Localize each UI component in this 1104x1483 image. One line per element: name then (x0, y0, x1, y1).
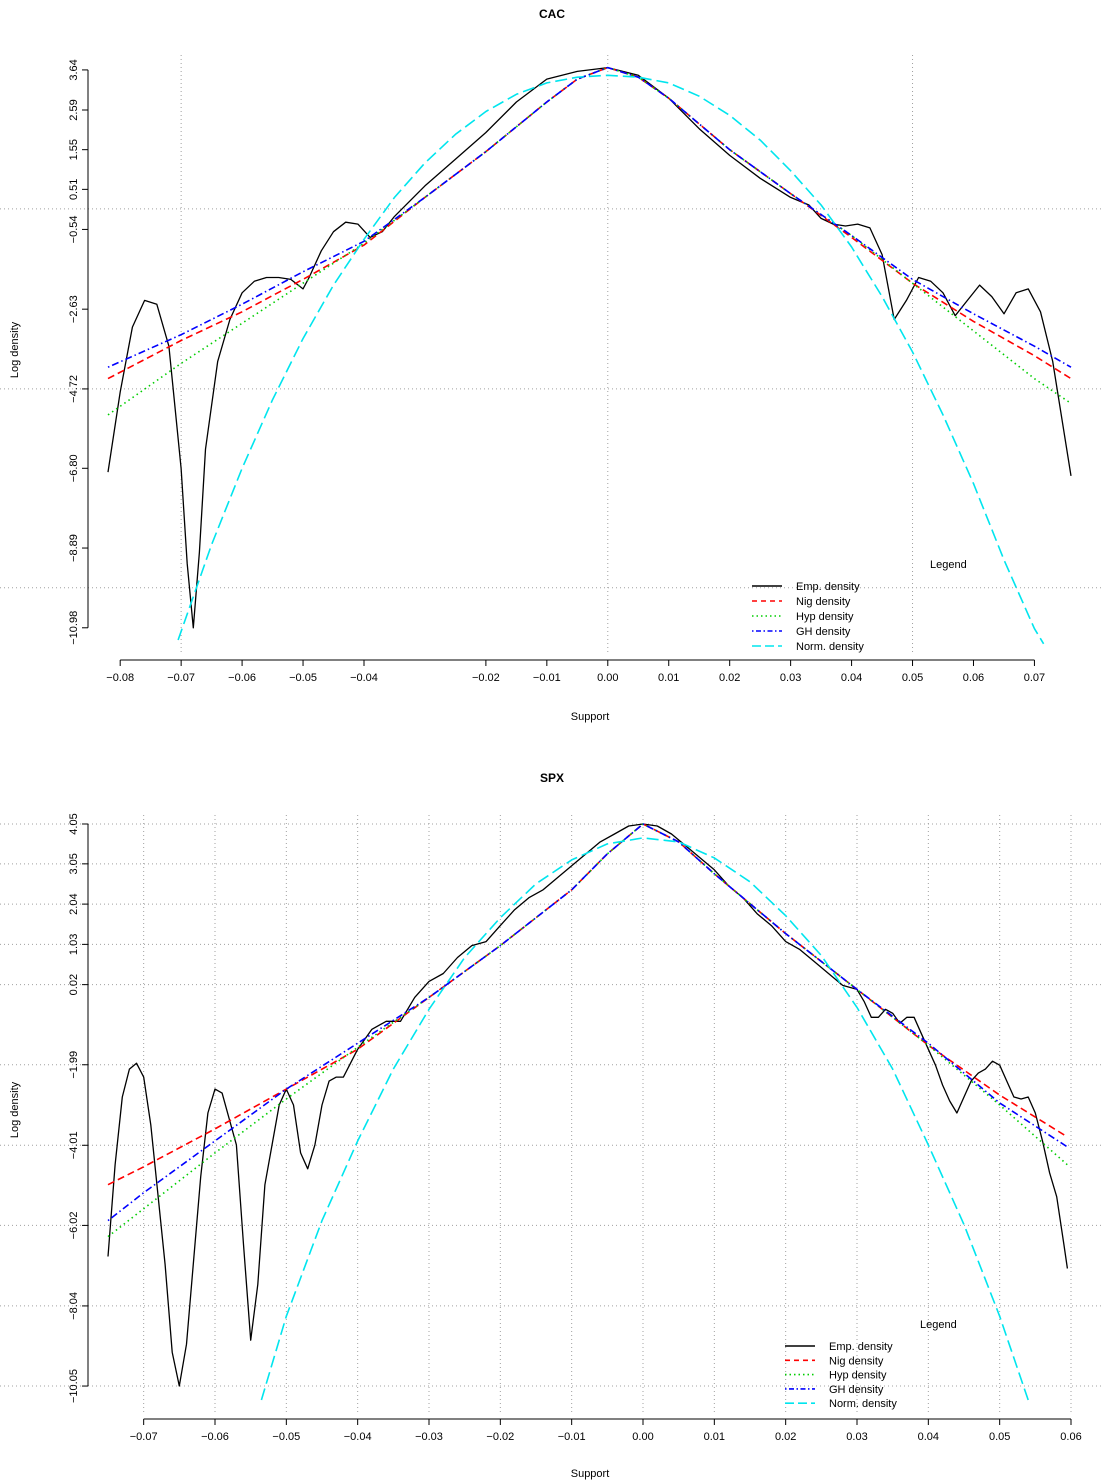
chart-title: SPX (540, 771, 564, 785)
x-tick-label: 0.04 (918, 1431, 939, 1443)
chart-title: CAC (539, 7, 565, 21)
x-tick-label: 0.03 (780, 672, 801, 684)
y-tick-label: 1.55 (68, 139, 80, 160)
x-tick-label: −0.01 (533, 672, 561, 684)
x-tick-label: 0.02 (719, 672, 740, 684)
y-tick-label: 4.05 (68, 813, 80, 834)
legend-entry: Nig density (829, 1355, 884, 1367)
legend: Legend Emp. density Nig density Hyp density… (752, 559, 967, 653)
series-norm-density (177, 74, 1045, 645)
x-tick-label: −0.01 (558, 1431, 586, 1443)
grid (0, 815, 1104, 1412)
legend-entry: Emp. density (829, 1341, 893, 1353)
x-tick-label: 0.05 (902, 672, 923, 684)
series-nig-density (107, 823, 1068, 1186)
legend-title: Legend (930, 559, 967, 571)
series-gh-density (107, 823, 1068, 1222)
y-tick-label: −8.89 (68, 534, 80, 562)
y-tick-label: 0.51 (68, 179, 80, 200)
x-tick-label: −0.07 (167, 672, 195, 684)
series-gh-density (107, 66, 1072, 368)
y-tick-label: −10.05 (68, 1369, 80, 1403)
x-tick-label: 0.00 (632, 1431, 653, 1443)
x-tick-label: 0.06 (1060, 1431, 1081, 1443)
series-norm-density (260, 837, 1029, 1401)
series-hyp-density (107, 823, 1068, 1238)
y-tick-label: 1.03 (68, 934, 80, 955)
x-tick-label: 0.03 (846, 1431, 867, 1443)
y-tick-label: −10.98 (68, 611, 80, 645)
legend-entry: GH density (829, 1384, 884, 1396)
x-tick-label: −0.06 (201, 1431, 229, 1443)
grid (0, 55, 1104, 652)
x-tick-label: −0.05 (272, 1431, 300, 1443)
x-tick-label: −0.04 (344, 1431, 372, 1443)
series-nig-density (107, 66, 1072, 380)
x-axis: −0.07 −0.06 −0.05 −0.04 −0.03 −0.02 −0.01 0.00 0… (130, 1418, 1082, 1443)
y-axis: 4.05 3.05 2.04 1.03 0.02 −1.99 −4.01 −6.02 −8.04… (68, 813, 89, 1403)
x-tick-label: 0.05 (989, 1431, 1010, 1443)
series-emp-density (107, 66, 1072, 629)
x-tick-label: −0.07 (130, 1431, 158, 1443)
x-axis: −0.08 −0.07 −0.06 −0.05 −0.04 −0.02 −0.01 0.00 0… (106, 659, 1045, 684)
x-tick-label: −0.02 (472, 672, 500, 684)
x-tick-label: 0.02 (775, 1431, 796, 1443)
x-tick-label: −0.03 (415, 1431, 443, 1443)
y-axis-label: Log density (9, 1081, 21, 1138)
y-axis-label: Log density (9, 321, 21, 378)
chart-panel-cac: CAC −0.08 −0.07 −0.06 −0.05 −0.04 −0.02 −0.01 0.… (0, 7, 1104, 723)
legend: Legend Emp. density Nig density Hyp density… (785, 1319, 957, 1410)
x-tick-label: −0.02 (486, 1431, 514, 1443)
y-tick-label: −6.02 (68, 1211, 80, 1239)
y-tick-label: −2.63 (68, 295, 80, 323)
y-tick-label: −0.54 (68, 215, 80, 243)
y-tick-label: −8.04 (68, 1292, 80, 1320)
legend-title: Legend (920, 1319, 957, 1331)
y-tick-label: −4.72 (68, 375, 80, 403)
y-tick-label: −6.80 (68, 454, 80, 482)
x-tick-label: 0.01 (658, 672, 679, 684)
chart-panel-spx: SPX −0.07 −0.06 −0.05 −0.04 −0.03 −0.02 −0.01 0.… (0, 771, 1104, 1480)
legend-entry: Norm. density (796, 641, 864, 653)
series-emp-density (107, 823, 1069, 1387)
series-group (107, 823, 1069, 1401)
series-hyp-density (107, 66, 1072, 416)
y-tick-label: −4.01 (68, 1131, 80, 1159)
x-axis-label: Support (571, 711, 610, 723)
x-tick-label: −0.04 (350, 672, 378, 684)
legend-entry: Emp. density (796, 581, 860, 593)
y-tick-label: 3.64 (68, 59, 80, 80)
legend-entry: Hyp density (829, 1370, 887, 1382)
x-tick-label: −0.06 (228, 672, 256, 684)
x-tick-label: 0.06 (963, 672, 984, 684)
x-tick-label: 0.00 (597, 672, 618, 684)
x-tick-label: 0.01 (704, 1431, 725, 1443)
y-axis: 3.64 2.59 1.55 0.51 −0.54 −2.63 −4.72 −6.80 −8.8… (68, 59, 89, 645)
y-tick-label: 3.05 (68, 853, 80, 874)
legend-entry: Nig density (796, 596, 851, 608)
y-tick-label: 2.59 (68, 99, 80, 120)
y-tick-label: −1.99 (68, 1051, 80, 1079)
x-tick-label: −0.08 (106, 672, 134, 684)
y-tick-label: 0.02 (68, 974, 80, 995)
legend-entry: Norm. density (829, 1398, 897, 1410)
x-tick-label: −0.05 (289, 672, 317, 684)
x-tick-label: 0.07 (1024, 672, 1045, 684)
series-group (107, 66, 1072, 645)
y-tick-label: 2.04 (68, 893, 80, 914)
x-axis-label: Support (571, 1468, 610, 1480)
legend-entry: GH density (796, 626, 851, 638)
legend-entry: Hyp density (796, 611, 854, 623)
x-tick-label: 0.04 (841, 672, 862, 684)
